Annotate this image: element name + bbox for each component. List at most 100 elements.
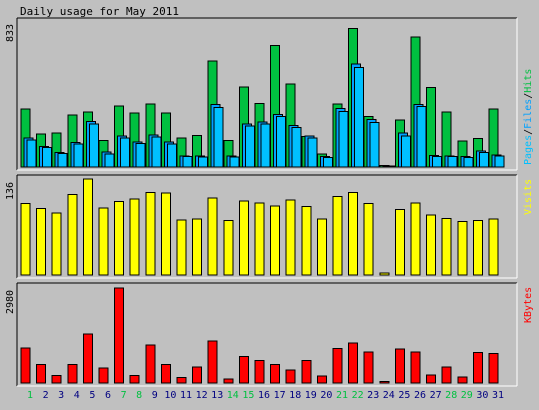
pages-bar-8: [135, 143, 146, 168]
pages-bar-17: [276, 116, 287, 168]
day-label-11: 11: [180, 390, 192, 401]
pages-bar-13: [213, 106, 224, 168]
kbytes-bar-2: [36, 364, 47, 384]
day-label-5: 5: [89, 390, 95, 401]
kbytes-bar-28: [441, 366, 452, 384]
visits-bar-10: [160, 192, 171, 276]
visits-bar-26: [410, 202, 421, 276]
visits-bar-23: [363, 203, 374, 276]
visits-bar-6: [98, 207, 109, 276]
kbytes-bar-8: [129, 375, 140, 384]
day-label-31: 31: [492, 390, 504, 401]
visits-bar-27: [426, 214, 437, 276]
legend-pages: Pages: [523, 135, 534, 165]
day-label-26: 26: [414, 390, 426, 401]
kbytes-bar-25: [394, 348, 405, 384]
pages-bar-11: [182, 156, 193, 168]
legend-hits: Hits: [523, 69, 534, 93]
kbytes-bar-7: [114, 287, 125, 384]
pages-bar-21: [338, 111, 349, 168]
visits-bar-30: [472, 220, 483, 276]
pages-bar-24: [385, 165, 396, 168]
visits-bar-22: [348, 191, 359, 276]
pages-bar-19: [307, 137, 318, 168]
visits-bar-7: [114, 201, 125, 276]
visits-bar-25: [394, 208, 405, 276]
kbytes-bar-29: [457, 376, 468, 384]
kbytes-bar-10: [160, 364, 171, 384]
kbytes-bar-11: [176, 376, 187, 384]
pages-bar-1: [26, 139, 37, 168]
pages-bar-30: [478, 151, 489, 168]
day-label-6: 6: [105, 390, 111, 401]
pages-bar-25: [400, 135, 411, 168]
day-label-10: 10: [164, 390, 176, 401]
day-label-22: 22: [352, 390, 364, 401]
day-label-30: 30: [476, 390, 488, 401]
visits-bar-20: [316, 218, 327, 276]
visits-bar-9: [145, 191, 156, 276]
day-label-19: 19: [305, 390, 317, 401]
pages-bar-5: [88, 123, 99, 168]
legend-sep-1: /: [523, 129, 534, 135]
day-label-4: 4: [74, 390, 80, 401]
day-label-8: 8: [136, 390, 142, 401]
day-label-29: 29: [461, 390, 473, 401]
visits-bar-28: [441, 218, 452, 276]
day-label-14: 14: [227, 390, 239, 401]
day-label-2: 2: [43, 390, 49, 401]
visits-legend: Visits: [523, 179, 534, 215]
visits-bar-11: [176, 219, 187, 276]
visits-bar-14: [223, 220, 234, 276]
day-label-7: 7: [121, 390, 127, 401]
pages-bar-20: [322, 156, 333, 168]
visits-y-max-label: 136: [5, 182, 16, 200]
visits-bar-4: [67, 194, 78, 276]
pages-bar-22: [354, 66, 365, 168]
kbytes-bar-30: [472, 352, 483, 384]
kbytes-bar-4: [67, 364, 78, 384]
kbytes-bar-9: [145, 344, 156, 384]
visits-bar-2: [36, 208, 47, 276]
chart-title: Daily usage for May 2011: [20, 5, 179, 18]
kbytes-bar-13: [207, 340, 218, 384]
kbytes-bar-21: [332, 347, 343, 384]
pages-bar-29: [463, 156, 474, 168]
kbytes-bar-14: [223, 378, 234, 384]
visits-bar-15: [238, 200, 249, 276]
pages-bar-7: [120, 137, 131, 168]
day-label-25: 25: [398, 390, 410, 401]
kbytes-bar-23: [363, 351, 374, 384]
kbytes-bar-3: [51, 375, 62, 384]
visits-bar-12: [192, 218, 203, 276]
kbytes-bar-18: [285, 369, 296, 384]
visits-bar-24: [379, 272, 390, 276]
day-label-16: 16: [258, 390, 270, 401]
hits-y-max-label: 833: [5, 24, 16, 42]
kbytes-bar-31: [488, 353, 499, 384]
day-label-12: 12: [196, 390, 208, 401]
kbytes-bar-26: [410, 351, 421, 384]
day-label-28: 28: [445, 390, 457, 401]
pages-bar-4: [73, 143, 84, 168]
day-label-24: 24: [383, 390, 395, 401]
visits-bar-31: [488, 218, 499, 276]
visits-bar-18: [285, 199, 296, 276]
kbytes-bar-16: [254, 360, 265, 384]
pages-bar-12: [198, 156, 209, 168]
visits-bar-8: [129, 198, 140, 276]
pages-bar-16: [260, 123, 271, 168]
day-label-3: 3: [58, 390, 64, 401]
kbytes-y-max-label: 2980: [5, 290, 16, 314]
pages-bar-18: [291, 127, 302, 168]
legend-sep-2: /: [523, 93, 534, 99]
visits-bar-5: [82, 178, 93, 276]
legend-files: Files: [523, 99, 534, 129]
kbytes-bar-15: [238, 356, 249, 384]
day-label-18: 18: [289, 390, 301, 401]
day-label-15: 15: [242, 390, 254, 401]
day-label-23: 23: [367, 390, 379, 401]
